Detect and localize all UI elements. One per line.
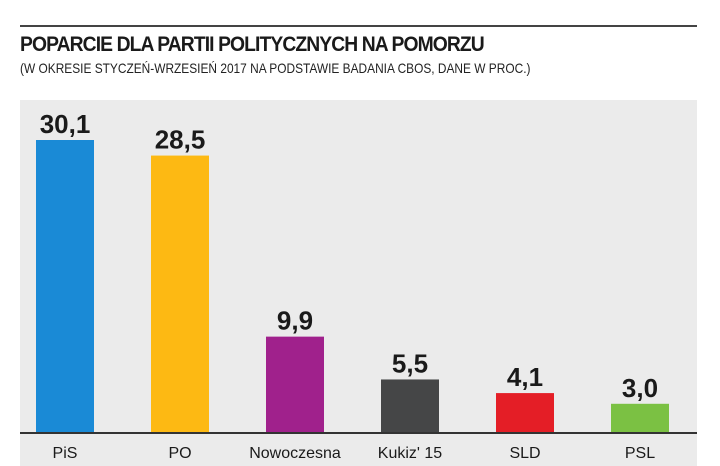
- bar-1: [151, 155, 209, 433]
- value-label-0: 30,1: [40, 109, 91, 139]
- category-label-4: SLD: [509, 445, 540, 462]
- value-label-5: 3,0: [622, 373, 658, 403]
- category-label-3: Kukiz' 15: [378, 445, 443, 462]
- bar-3: [381, 379, 439, 433]
- bar-4: [496, 393, 554, 433]
- category-label-1: PO: [168, 445, 191, 462]
- category-label-0: PiS: [53, 445, 78, 462]
- bar-5: [611, 403, 669, 433]
- category-label-2: Nowoczesna: [249, 445, 341, 462]
- chart-subtitle: (W OKRESIE STYCZEŃ-WRZESIEŃ 2017 NA PODS…: [20, 60, 531, 76]
- bar-0: [36, 140, 94, 433]
- chart-panel: [20, 100, 697, 466]
- value-label-1: 28,5: [155, 125, 206, 155]
- category-label-5: PSL: [625, 445, 655, 462]
- chart-title: POPARCIE DLA PARTII POLITYCZNYCH NA POMO…: [20, 33, 485, 56]
- value-label-3: 5,5: [392, 348, 428, 378]
- top-rule: [20, 25, 697, 27]
- bar-2: [266, 336, 324, 433]
- value-label-2: 9,9: [277, 306, 313, 336]
- value-label-4: 4,1: [507, 362, 543, 392]
